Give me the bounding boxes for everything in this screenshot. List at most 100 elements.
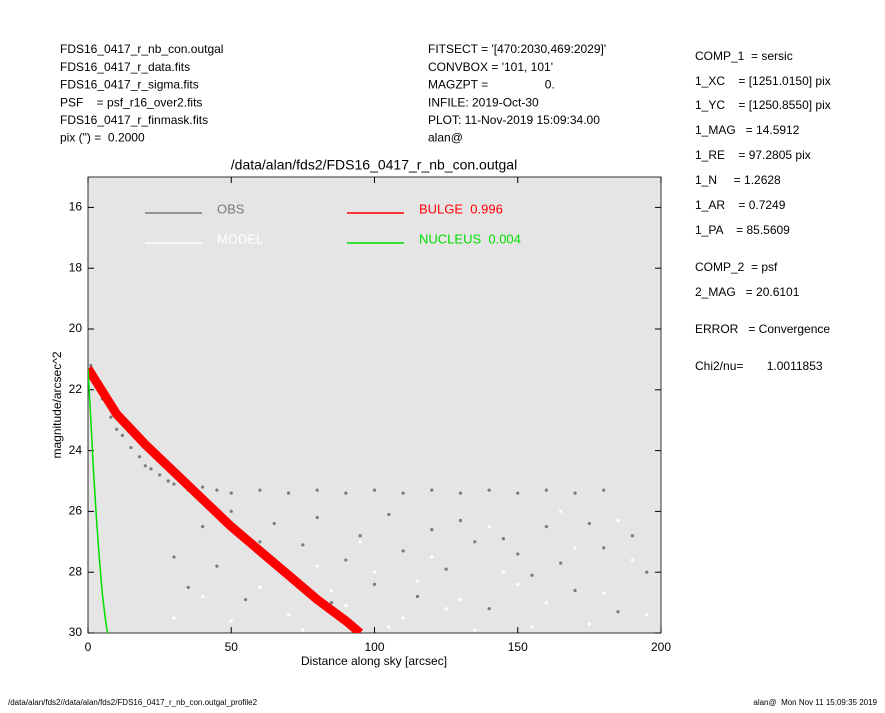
- data-point: [215, 564, 219, 568]
- data-point: [172, 482, 176, 486]
- data-point: [109, 415, 113, 419]
- legend-label: MODEL: [217, 231, 263, 246]
- data-point: [258, 540, 262, 544]
- data-point: [573, 491, 577, 495]
- data-point: [329, 601, 334, 605]
- data-point: [301, 628, 305, 632]
- y-tick-label: 20: [69, 321, 83, 335]
- data-point: [387, 512, 391, 517]
- fit-parameter: 1_PA = 85.5609: [695, 223, 790, 237]
- chart-title: /data/alan/fds2/FDS16_0417_r_nb_con.outg…: [231, 157, 517, 173]
- data-point: [616, 518, 620, 523]
- data-point: [530, 573, 534, 577]
- header-left-line: FDS16_0417_r_data.fits: [60, 60, 190, 74]
- data-point: [372, 488, 377, 492]
- data-point: [530, 625, 534, 629]
- data-point: [573, 546, 577, 550]
- data-point: [201, 594, 205, 599]
- data-point: [172, 616, 176, 620]
- data-point: [630, 534, 634, 538]
- data-point: [401, 491, 405, 495]
- data-point: [358, 534, 362, 538]
- data-point: [258, 585, 262, 590]
- data-point: [458, 597, 463, 602]
- data-point: [115, 427, 119, 431]
- data-point: [344, 558, 348, 562]
- fit-parameter: 1_YC = [1250.8550] pix: [695, 98, 831, 112]
- profile-line: [88, 368, 109, 633]
- y-tick-label: 18: [69, 260, 83, 274]
- data-point: [516, 582, 520, 586]
- data-point: [415, 594, 420, 599]
- data-point: [645, 570, 649, 574]
- data-point: [501, 537, 506, 541]
- data-point: [129, 445, 133, 450]
- data-point: [630, 558, 634, 562]
- x-tick-label: 100: [364, 640, 384, 654]
- plot-marks: [88, 363, 649, 633]
- header-middle-line: INFILE: 2019-Oct-30: [428, 95, 539, 109]
- data-point: [137, 455, 142, 459]
- y-tick-label: 22: [69, 382, 83, 396]
- data-point: [166, 479, 170, 483]
- data-point: [415, 579, 420, 583]
- fit-parameter: 2_MAG = 20.6101: [695, 285, 800, 299]
- plot-area: [87, 176, 662, 634]
- legend-label: NUCLEUS 0.004: [419, 231, 521, 246]
- data-point: [444, 567, 448, 571]
- data-point: [344, 604, 348, 608]
- data-point: [120, 433, 124, 437]
- data-point: [201, 485, 205, 489]
- data-point: [573, 588, 577, 593]
- x-tick-label: 0: [85, 640, 92, 654]
- data-point: [229, 491, 233, 495]
- data-point: [315, 488, 319, 492]
- data-point: [487, 607, 491, 611]
- data-point: [401, 616, 405, 620]
- header-middle-line: PLOT: 11-Nov-2019 15:09:34.00: [428, 113, 600, 127]
- data-point: [286, 613, 291, 617]
- data-point: [516, 552, 520, 556]
- data-point: [329, 588, 334, 593]
- data-point: [243, 597, 248, 602]
- fit-parameter: COMP_1 = sersic: [695, 49, 793, 63]
- data-point: [315, 515, 319, 520]
- data-point: [602, 591, 606, 596]
- fit-parameter: 1_AR = 0.7249: [695, 198, 786, 212]
- header-middle-line: MAGZPT = 0.: [428, 78, 555, 92]
- data-point: [487, 488, 491, 492]
- header-left-line: PSF = psf_r16_over2.fits: [60, 95, 202, 109]
- header-middle-line: FITSECT = '[470:2030,469:2029]': [428, 42, 606, 56]
- data-point: [473, 628, 477, 632]
- y-tick-label: 28: [69, 564, 83, 578]
- fit-parameter: 1_XC = [1251.0150] pix: [695, 74, 831, 88]
- data-point: [544, 601, 549, 605]
- header-left-line: pix (") = 0.2000: [60, 131, 145, 145]
- data-point: [344, 491, 348, 495]
- data-point: [215, 488, 219, 492]
- data-point: [301, 543, 305, 547]
- footer-left: /data/alan/fds2//data/alan/fds2/FDS16_04…: [8, 698, 258, 707]
- data-point: [458, 518, 463, 523]
- data-point: [258, 488, 262, 492]
- data-point: [430, 555, 434, 559]
- data-point: [186, 585, 190, 590]
- bulge-profile: [88, 366, 364, 633]
- data-point: [559, 561, 563, 565]
- x-tick-label: 150: [508, 640, 528, 654]
- y-axis-label: magnitude/arcsec^2: [50, 351, 64, 458]
- data-point: [516, 491, 520, 495]
- data-point: [645, 613, 649, 617]
- data-point: [372, 570, 377, 574]
- footer-right: alan@ Mon Nov 11 15:09:35 2019: [753, 698, 877, 707]
- data-point: [501, 570, 506, 574]
- data-point: [372, 582, 377, 586]
- fit-parameter: ERROR = Convergence: [695, 322, 830, 336]
- data-point: [401, 549, 405, 553]
- data-point: [587, 622, 591, 626]
- fit-parameter: 1_RE = 97.2805 pix: [695, 148, 811, 162]
- data-point: [315, 564, 319, 568]
- y-tick-label: 30: [69, 625, 83, 639]
- data-point: [201, 525, 205, 529]
